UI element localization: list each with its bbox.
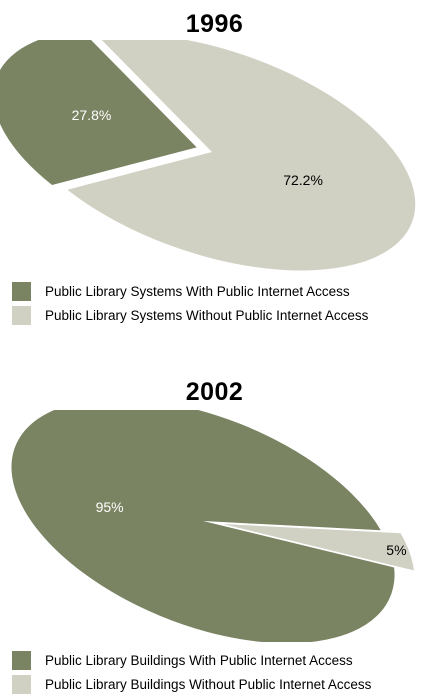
pie-chart-2002: 95% 5% (11, 410, 414, 642)
legend-swatch-buildings-with-access (12, 650, 31, 670)
data-label-with-access: 95% (96, 499, 124, 515)
legend-swatch-with-access (12, 281, 31, 301)
data-label-without-access: 5% (386, 542, 406, 558)
legend-item-buildings-with-access: Public Library Buildings With Public Int… (12, 648, 371, 672)
pie-slice-without-access (67, 40, 416, 271)
data-label-without-access: 72.2% (283, 172, 323, 188)
pie-chart-1996: 27.8% 72.2% (0, 40, 416, 271)
legend-swatch-without-access (12, 305, 31, 325)
pie-slice-with-access (0, 40, 197, 186)
legend-swatch-buildings-without-access (12, 674, 31, 694)
chart-title-1996: 1996 (185, 10, 244, 38)
legend-item-with-access: Public Library Systems With Public Inter… (12, 279, 368, 303)
legend-label-with-access: Public Library Systems With Public Inter… (45, 283, 350, 299)
data-label-with-access: 27.8% (72, 107, 112, 123)
legend-1996: Public Library Systems With Public Inter… (12, 279, 368, 327)
legend-2002: Public Library Buildings With Public Int… (12, 648, 371, 696)
pie-slice-without-access (222, 523, 414, 571)
legend-label-buildings-with-access: Public Library Buildings With Public Int… (45, 652, 353, 668)
legend-item-buildings-without-access: Public Library Buildings Without Public … (12, 672, 371, 696)
legend-item-without-access: Public Library Systems Without Public In… (12, 303, 368, 327)
legend-label-without-access: Public Library Systems Without Public In… (45, 307, 369, 323)
legend-label-buildings-without-access: Public Library Buildings Without Public … (45, 676, 372, 692)
chart-title-2002: 2002 (185, 378, 244, 406)
pie-slice-with-access (11, 410, 395, 642)
